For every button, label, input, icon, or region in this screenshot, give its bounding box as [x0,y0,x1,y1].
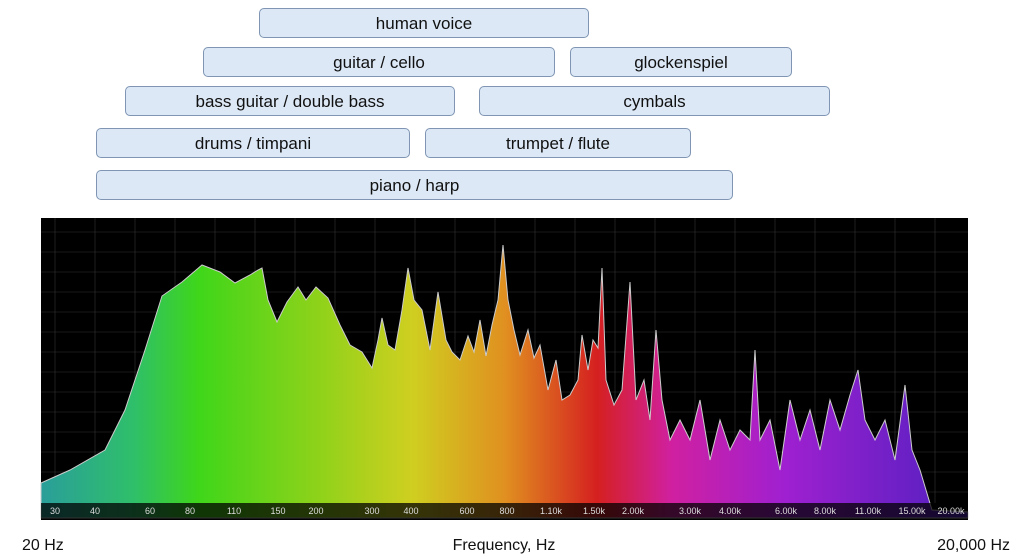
tick-label: 4.00k [719,506,742,516]
range-box: guitar / cello [203,47,555,77]
tick-label: 11.00k [855,506,882,516]
range-box: glockenspiel [570,47,792,77]
tick-label: 1.10k [540,506,563,516]
spectrum: 30 40 60 80 110 150 200 300 400 600 800 1.10k 1.50k 2… [40,218,969,520]
tick-label: 30 [50,506,60,516]
spectrum-curve [40,244,969,519]
range-box: piano / harp [96,170,733,200]
range-box: bass guitar / double bass [125,86,455,116]
tick-label: 6.00k [775,506,798,516]
tick-label: 20.00k [937,506,965,516]
range-box: trumpet / flute [425,128,691,158]
tick-label: 400 [403,506,418,516]
tick-label: 8.00k [814,506,837,516]
tick-label: 600 [459,506,474,516]
tick-label: 2.00k [622,506,645,516]
tick-label: 1.50k [583,506,606,516]
tick-label: 15.00k [898,506,926,516]
tick-band [41,503,968,520]
tick-label: 110 [227,506,241,516]
tick-label: 40 [90,506,100,516]
tick-label: 60 [145,506,155,516]
tick-label: 300 [364,506,379,516]
footer-left: 20 Hz [22,537,64,554]
range-box: cymbals [479,86,830,116]
footer-center: Frequency, Hz [452,537,556,554]
tick-label: 800 [499,506,514,516]
range-box: human voice [259,8,589,38]
tick-label: 80 [185,506,195,516]
range-box: drums / timpani [96,128,410,158]
tick-label: 200 [308,506,323,516]
tick-label: 150 [270,506,285,516]
footer-right: 20,000 Hz [937,537,1010,554]
tick-label: 3.00k [679,506,702,516]
